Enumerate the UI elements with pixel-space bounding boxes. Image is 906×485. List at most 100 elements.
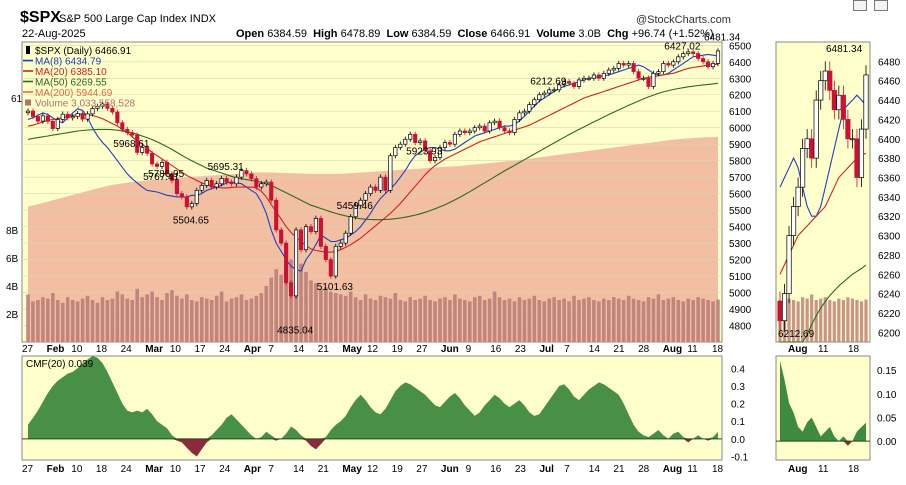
- volume-bar: [358, 300, 363, 342]
- date-tick-label: 16: [490, 344, 502, 355]
- date-tick-label: 17: [195, 344, 207, 355]
- candle-down: [110, 107, 115, 113]
- candle-up: [656, 71, 661, 74]
- candle-up: [586, 77, 591, 80]
- candle-up: [710, 63, 716, 68]
- volume-bar: [65, 297, 70, 342]
- volume-bar: [567, 301, 571, 342]
- candle-down: [150, 152, 155, 165]
- candle-up: [532, 99, 537, 105]
- candle-up: [611, 68, 616, 71]
- date-tick-label: 7: [564, 344, 570, 355]
- volume-bar: [467, 301, 472, 342]
- index-full-name: S&P 500 Large Cap Index: [59, 13, 187, 25]
- zoom-candle-up: [800, 148, 806, 188]
- volume-bar: [433, 301, 437, 342]
- candle-down: [30, 110, 36, 117]
- candle-down: [115, 111, 120, 124]
- volume-bar: [472, 297, 477, 342]
- volume-bar: [621, 300, 626, 342]
- volume-bar: [115, 291, 120, 342]
- price-tick-label: 4800: [729, 322, 752, 333]
- date-tick-label: 9: [466, 344, 472, 355]
- cmf-tick-label: 0.1: [731, 417, 745, 428]
- candle-up: [234, 176, 239, 185]
- candle-down: [35, 116, 40, 122]
- volume-bar: [90, 300, 95, 342]
- zoom-volume-bar: [810, 294, 814, 342]
- date-tick-label: Jul: [540, 344, 555, 355]
- volume-bar: [428, 300, 432, 342]
- zoom-cmf-tick-label: 0.05: [877, 413, 897, 424]
- candle-up: [70, 116, 75, 119]
- candle-up: [487, 122, 492, 132]
- volume-bar: [616, 298, 621, 342]
- volume-bar: [626, 295, 631, 342]
- candle-down: [184, 196, 189, 208]
- volume-bar: [706, 300, 710, 342]
- zoom-volume-bar: [837, 298, 841, 342]
- candle-up: [90, 108, 95, 115]
- volume-bar: [592, 300, 596, 342]
- change-label: Chg: [607, 28, 629, 40]
- volume-bar: [582, 298, 586, 342]
- cmf-negative-area: [28, 438, 718, 457]
- candle-up: [477, 125, 482, 129]
- cmf-date-tick-label: 23: [515, 464, 527, 475]
- candle-up: [715, 50, 721, 64]
- candle-down: [289, 282, 294, 297]
- volume-bar: [135, 288, 140, 342]
- cmf-date-tick-label: 12: [367, 464, 379, 475]
- volume-bar: [587, 297, 591, 342]
- maximize-button[interactable]: [874, 0, 888, 11]
- candle-up: [437, 147, 443, 158]
- quote-date: 22-Aug-2025: [22, 28, 86, 40]
- volume-bar: [666, 298, 671, 342]
- volume-bar: [383, 297, 388, 342]
- zoom-cmf-negative-area: [780, 441, 866, 446]
- cmf-tick-label: 0.3: [731, 382, 745, 393]
- zoom-price-tick-label: 6220: [878, 309, 901, 320]
- candle-up: [547, 89, 552, 94]
- candle-down: [169, 173, 175, 181]
- candle-up: [189, 203, 194, 208]
- volume-bar: [527, 298, 532, 342]
- zoom-candle-down: [840, 94, 846, 120]
- cmf-date-tick-label: 28: [638, 464, 650, 475]
- candle-down: [413, 133, 418, 143]
- zoom-candle-down: [845, 119, 851, 140]
- candle-up: [398, 143, 403, 148]
- date-tick-label: 14: [589, 344, 601, 355]
- zoom-cmf-date-tick-label: 18: [848, 464, 860, 475]
- candle-down: [174, 180, 179, 194]
- zoom-price-tick-label: 6380: [878, 154, 901, 165]
- candle-up: [576, 79, 582, 87]
- date-tick-label: 10: [71, 344, 83, 355]
- candle-down: [209, 180, 214, 188]
- cmf-date-tick-label: May: [342, 464, 362, 475]
- price-tick-label: 5400: [729, 223, 752, 234]
- zoom-price-tick-label: 6320: [878, 212, 901, 223]
- minimize-button[interactable]: [853, 0, 867, 11]
- cmf-tick-label: 0.2: [731, 400, 745, 411]
- candle-up: [651, 72, 656, 87]
- volume-bar: [234, 297, 239, 342]
- volume-bar: [423, 295, 427, 342]
- zoom-volume-bar: [846, 297, 850, 342]
- volume-bar: [393, 293, 398, 342]
- date-tick-label: Apr: [244, 344, 261, 355]
- zoom-annotation: 6481.34: [826, 44, 863, 55]
- zoom-candle-down: [777, 301, 783, 322]
- candle-up: [433, 157, 438, 162]
- candle-up: [467, 130, 472, 134]
- volume-tick-label: 8B: [6, 226, 19, 237]
- zoom-price-tick-label: 6360: [878, 173, 901, 184]
- zoom-volume-bar: [814, 300, 818, 342]
- price-tick-label: 6200: [729, 91, 752, 102]
- volume-bar: [314, 283, 318, 342]
- volume-value: 3.0B: [578, 28, 601, 40]
- change-value: +96.74 (+1.52%): [631, 28, 714, 40]
- volume-bar: [676, 300, 681, 342]
- candle-down: [691, 51, 696, 54]
- price-annotation: 6427.02: [664, 41, 701, 52]
